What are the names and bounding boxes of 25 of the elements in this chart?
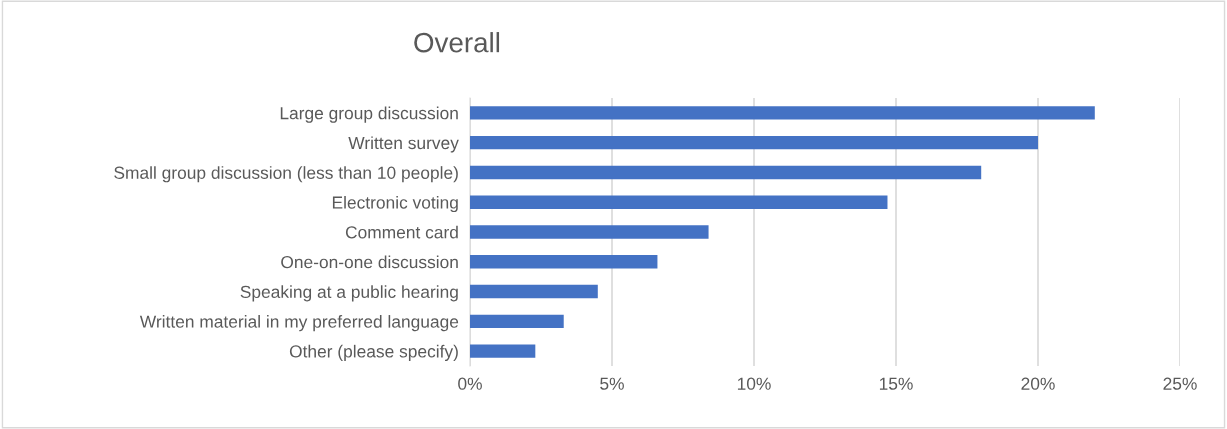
y-tick-label: Written survey [348,136,459,153]
bar [470,135,1038,150]
y-tick-label: One-on-one discussion [281,255,458,269]
bar [470,225,709,239]
x-tick-label: 5% [600,377,624,390]
chart-title: Overall [414,32,500,53]
x-tick-label: 10% [737,377,771,390]
y-tick-label: Written material in my preferred language [139,315,459,332]
y-tick-label: Speaking at a public hearing [240,285,458,302]
bar [470,314,564,329]
bar [470,195,888,209]
bar [470,165,982,180]
x-tick-label: 15% [879,377,913,390]
x-tick-label: 20% [1021,377,1055,390]
y-tick-label: Large group discussion [280,106,458,123]
bar [470,344,536,358]
x-tick-label: 0% [458,377,482,390]
y-tick-label: Small group discussion (less than 10 people) [114,166,458,183]
y-tick-label: Other (please specify) [289,344,458,361]
bar [470,255,658,269]
y-tick-label: Comment card [345,225,458,239]
bar [470,106,1095,120]
bar [470,284,598,299]
x-tick-label: 25% [1163,377,1197,390]
y-tick-label: Electronic voting [332,195,458,213]
